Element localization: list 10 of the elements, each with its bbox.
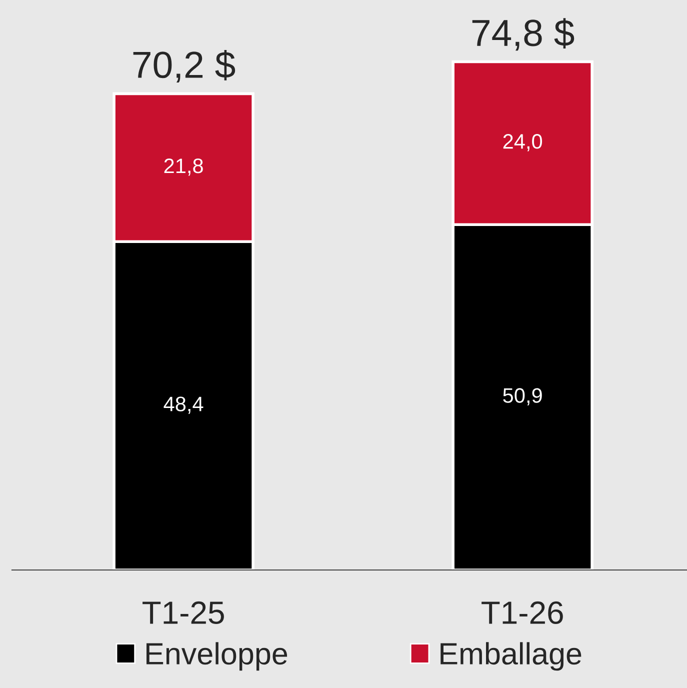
legend-label: Enveloppe — [146, 642, 288, 671]
data-label: 48,4 — [164, 396, 204, 414]
legend-label: Emballage — [440, 642, 582, 671]
x-tick-label: T1-26 — [482, 601, 563, 624]
total-label: 70,2 $ — [133, 50, 236, 83]
data-label: 24,0 — [503, 134, 542, 152]
data-label: 50,9 — [503, 388, 542, 406]
total-label: 74,8 $ — [472, 18, 574, 51]
x-tick-label: T1-25 — [142, 601, 224, 624]
data-label: 21,8 — [164, 158, 203, 176]
